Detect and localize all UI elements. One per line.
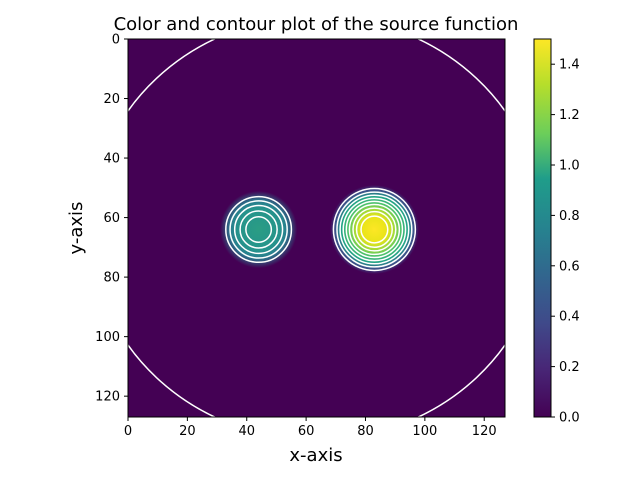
contour-ring: [233, 204, 284, 255]
colorbar-tick-label: 0.0: [559, 411, 580, 426]
colorbar-tick-label: 0.2: [559, 360, 580, 375]
plot-area: [127, 38, 506, 418]
contour-ring: [342, 197, 407, 262]
colorbar-gradient: [534, 39, 551, 417]
contour-ring: [332, 187, 417, 272]
colorbar-tick-label: 0.6: [559, 259, 580, 274]
contour-ring: [352, 207, 397, 252]
heatmap-background: [128, 39, 505, 417]
contour-ring: [245, 216, 273, 243]
colorbar-tick-label: 1.2: [559, 108, 580, 123]
colorbar-tick-label: 0.4: [559, 310, 580, 325]
contour-ring: [225, 195, 293, 264]
y-tick-label: 80: [103, 271, 120, 286]
x-axis-ticks: 0 20 40 60 80 100 120: [124, 417, 497, 439]
contour-ring: [339, 194, 410, 265]
x-tick-label: 20: [179, 424, 196, 439]
colorbar-frame: [533, 38, 552, 418]
colorbar-ticks: 0.0 0.2 0.4 0.6 0.8 1.0 1.2 1.4: [551, 58, 580, 426]
contour-ring: [355, 210, 393, 249]
contour-layer: [128, 39, 505, 417]
y-axis-ticks: 0 20 40 60 80 100 120: [95, 33, 128, 405]
y-axis-label: y-axis: [66, 202, 87, 255]
colorbar-tick-label: 0.8: [559, 209, 580, 224]
colorbar-tick-label: 1.0: [559, 159, 580, 174]
contour-ring: [348, 203, 401, 256]
x-tick-label: 100: [412, 424, 437, 439]
x-tick-label: 80: [357, 424, 374, 439]
chart-title: Color and contour plot of the source fun…: [114, 14, 519, 35]
y-tick-label: 20: [103, 92, 120, 107]
contour-ring: [239, 210, 278, 249]
colorbar-tick-label: 1.4: [559, 58, 580, 73]
x-axis-label: x-axis: [289, 445, 342, 466]
contour-ring: [229, 200, 288, 259]
y-tick-label: 60: [103, 211, 120, 226]
x-tick-label: 60: [298, 424, 315, 439]
y-tick-label: 120: [95, 390, 120, 405]
contour-ring: [336, 191, 413, 268]
y-tick-label: 100: [95, 330, 120, 345]
x-tick-label: 120: [472, 424, 497, 439]
x-tick-label: 0: [124, 424, 132, 439]
plot-frame: [127, 38, 506, 418]
x-tick-label: 40: [238, 424, 255, 439]
source-blob-1: [220, 190, 298, 269]
y-tick-label: 40: [103, 152, 120, 167]
contour-ring: [360, 215, 389, 244]
contour-ring: [345, 200, 404, 259]
colorbar: 0.0 0.2 0.4 0.6 0.8 1.0 1.2 1.4: [533, 38, 580, 426]
y-tick-label: 0: [112, 33, 120, 48]
